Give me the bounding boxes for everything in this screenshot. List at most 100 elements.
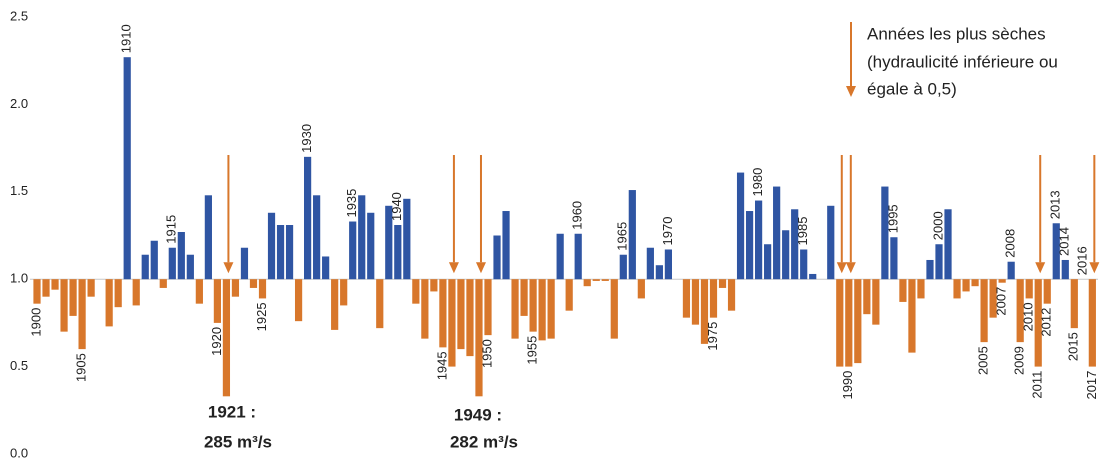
- bar: [610, 279, 618, 339]
- x-tick-label: 1960: [570, 201, 585, 230]
- bar: [439, 279, 447, 348]
- bar: [213, 279, 221, 323]
- annotation: 1949 :: [454, 405, 502, 424]
- bar: [475, 279, 483, 397]
- x-tick-label: 2007: [994, 287, 1009, 316]
- bar: [114, 279, 122, 308]
- bar: [132, 279, 140, 306]
- legend-arrowhead: [846, 86, 856, 97]
- bar: [249, 279, 258, 288]
- bar: [294, 279, 303, 322]
- bar: [691, 279, 700, 325]
- bar: [998, 279, 1006, 283]
- bar: [872, 279, 880, 325]
- bar: [890, 237, 898, 280]
- bar: [186, 254, 194, 280]
- bar: [583, 279, 591, 287]
- bar: [204, 195, 212, 280]
- bar: [745, 211, 754, 280]
- bar: [313, 195, 321, 280]
- x-tick-label: 1990: [840, 371, 855, 400]
- bar: [718, 279, 727, 288]
- bar: [764, 244, 772, 280]
- bar: [971, 279, 979, 287]
- annotation: 1921 :: [208, 402, 256, 421]
- bar: [845, 279, 853, 367]
- bar: [574, 233, 582, 280]
- bar: [421, 279, 429, 339]
- bar: [628, 190, 636, 280]
- bar: [863, 279, 871, 315]
- x-tick-label: 1970: [660, 217, 675, 246]
- bar: [980, 279, 988, 343]
- bar: [304, 156, 312, 280]
- bar: [962, 279, 970, 292]
- bar: [195, 279, 203, 304]
- bar: [592, 279, 600, 281]
- x-tick-label: 1900: [28, 308, 43, 337]
- x-tick-label: 2016: [1075, 246, 1090, 275]
- y-tick-label: 0.5: [10, 358, 28, 373]
- dry-year-arrowhead: [223, 262, 234, 274]
- x-tick-label: 2000: [930, 211, 945, 240]
- bar: [791, 209, 799, 280]
- bar: [953, 279, 961, 299]
- bar: [267, 212, 276, 280]
- bar: [556, 233, 564, 280]
- x-tick-label: 2005: [976, 346, 991, 375]
- dry-year-arrowhead: [475, 262, 486, 274]
- x-tick-label: 2012: [1039, 308, 1054, 337]
- bar: [1025, 279, 1033, 299]
- bar: [637, 279, 645, 299]
- bar: [836, 279, 844, 367]
- x-tick-label: 2017: [1084, 371, 1099, 400]
- bar: [755, 200, 763, 280]
- bar: [349, 221, 357, 280]
- bar: [231, 279, 240, 297]
- bar: [682, 279, 691, 318]
- legend-text: (hydraulicité inférieure ou: [867, 52, 1058, 71]
- bar: [944, 209, 952, 280]
- bar: [493, 235, 501, 280]
- bar: [168, 247, 176, 280]
- x-tick-label: 2009: [1012, 346, 1027, 375]
- bar: [646, 247, 654, 280]
- bar: [340, 279, 348, 306]
- bar: [854, 279, 862, 364]
- bar: [800, 249, 808, 280]
- x-tick-label: 1980: [750, 168, 765, 197]
- x-tick-label: 2008: [1003, 229, 1018, 258]
- bar: [141, 254, 149, 280]
- bar: [547, 279, 555, 339]
- bar: [664, 249, 672, 280]
- x-tick-label: 1910: [119, 24, 134, 53]
- x-tick-label: 1925: [254, 302, 269, 331]
- bar: [123, 57, 131, 280]
- bar: [773, 186, 781, 280]
- bar: [484, 279, 492, 336]
- bar: [394, 225, 402, 280]
- annotation: 285 m³/s: [204, 432, 272, 451]
- bar: [926, 259, 934, 280]
- bar: [1043, 279, 1051, 304]
- bar: [809, 273, 817, 280]
- bar: [1034, 279, 1042, 367]
- x-tick-label: 1945: [434, 351, 449, 380]
- bar: [601, 279, 609, 281]
- bar: [385, 205, 393, 280]
- x-tick-label: 1935: [344, 189, 359, 218]
- dry-year-arrowhead: [1035, 262, 1046, 274]
- y-tick-label: 0.0: [10, 445, 28, 460]
- x-tick-label: 1955: [525, 336, 540, 365]
- y-tick-label: 1.0: [10, 271, 28, 286]
- bar: [538, 279, 546, 341]
- y-tick-label: 2.5: [10, 8, 28, 23]
- bar: [412, 279, 420, 304]
- bar: [322, 256, 330, 280]
- bar: [457, 279, 465, 350]
- bar: [42, 279, 50, 297]
- dry-year-arrowhead: [448, 262, 459, 274]
- bar: [105, 279, 113, 327]
- bar: [736, 172, 745, 280]
